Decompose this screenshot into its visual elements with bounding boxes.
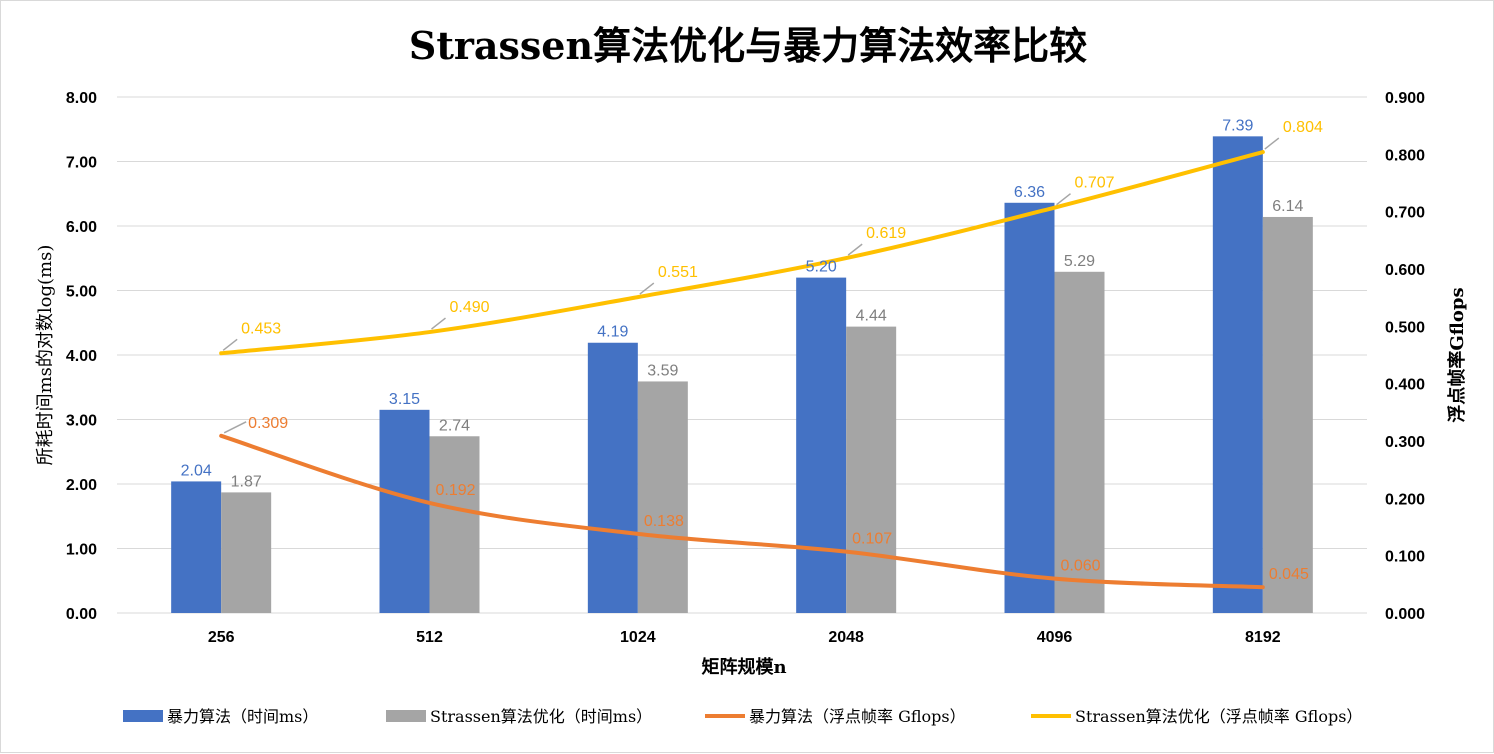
y2-tick-label: 0.500 [1385,319,1425,336]
y2-tick-label: 0.900 [1385,90,1425,107]
bar-data-label: 5.29 [1064,253,1095,270]
bar-data-label: 6.14 [1272,198,1303,215]
legend-entry: Strassen算法优化（时间ms） [430,707,652,726]
lines [219,150,1265,590]
x-tick-label: 8192 [1245,629,1281,646]
y2-tick-label: 0.700 [1385,205,1425,222]
bar-data-label: 2.04 [181,462,212,479]
y2-tick-label: 0.600 [1385,262,1425,279]
label-leader-line [639,282,655,295]
legend-entry: Strassen算法优化（浮点帧率 Gflops） [1075,707,1362,726]
bar [1054,271,1105,613]
bar-data-label: 6.36 [1014,184,1045,201]
line-data-label: 0.060 [1061,558,1101,575]
bar-data-label: 1.87 [231,473,262,490]
gridlines [117,96,1367,614]
x-tick-label: 256 [208,629,235,646]
bar [846,326,897,613]
bar [379,409,430,613]
y-tick-label: 1.00 [66,542,97,559]
label-leader-line [431,317,446,330]
label-leader-line [223,421,247,434]
label-leader-line [1264,137,1280,150]
line-data-label: 0.192 [436,482,476,499]
bar-data-label: 4.44 [856,308,887,325]
data-labels: 2.04 3.15 4.19 5.20 6.36 7.39 1.87 2.74 3.59 4.44… [181,117,1323,583]
line-data-label: 0.551 [658,264,698,281]
x-axis-label: 矩阵规模n [701,656,786,678]
y-tick-label: 7.00 [66,155,97,172]
line-data-label: 0.107 [852,531,892,548]
bar-data-label: 2.74 [439,417,470,434]
line-data-label: 0.453 [241,320,281,337]
y2-tick-label: 0.400 [1385,377,1425,394]
y-tick-label: 3.00 [66,413,97,430]
y-tick-label: 4.00 [66,348,97,365]
line-data-label: 0.490 [450,299,490,316]
legend-swatch [123,710,163,722]
y-axis-ticks: 0.00 1.00 2.00 3.00 4.00 5.00 6.00 7.00 8.00 [66,90,97,623]
bar-data-label: 3.15 [389,391,420,408]
bar [1262,216,1313,613]
x-tick-label: 1024 [620,629,656,646]
y2-axis-ticks: 0.000 0.100 0.200 0.300 0.400 0.500 0.600 0.700… [1385,90,1425,623]
bar-data-label: 5.20 [806,259,837,276]
line-data-label: 0.619 [866,225,906,242]
line-data-label: 0.804 [1283,119,1323,136]
legend-entry: 暴力算法（浮点帧率 Gflops） [749,707,966,726]
y2-tick-label: 0.000 [1385,606,1425,623]
y2-tick-label: 0.100 [1385,549,1425,566]
legend: 暴力算法（时间ms） Strassen算法优化（时间ms） 暴力算法（浮点帧率 Gf… [123,707,1362,726]
series-line [219,433,1265,590]
y2-axis-label: 浮点帧率Gflops [1446,287,1468,422]
bars [171,136,1313,613]
x-tick-label: 2048 [828,629,864,646]
bar-data-label: 7.39 [1222,117,1253,134]
bar [796,277,847,613]
bar [637,381,688,613]
label-leader-line [222,338,238,351]
y2-tick-label: 0.200 [1385,491,1425,508]
x-axis-ticks: 256 512 1024 2048 4096 8192 [208,629,1281,646]
y2-tick-label: 0.300 [1385,434,1425,451]
line-data-label: 0.138 [644,513,684,530]
chart-title: Strassen算法优化与暴力算法效率比较 [409,23,1087,68]
bar [1212,136,1263,613]
y2-tick-label: 0.800 [1385,147,1425,164]
x-tick-label: 4096 [1037,629,1073,646]
label-leaders [222,137,1280,434]
y-tick-label: 8.00 [66,90,97,107]
bar [221,492,272,613]
y-axis-label: 所耗时间ms的对数log(ms) [35,245,56,466]
y-tick-label: 2.00 [66,477,97,494]
bar [587,342,638,613]
x-tick-label: 512 [416,629,443,646]
y-tick-label: 6.00 [66,219,97,236]
bar [1004,202,1055,613]
label-leader-line [847,243,863,256]
y-tick-label: 5.00 [66,284,97,301]
series-line [219,150,1265,356]
legend-swatch [386,710,426,722]
bar [171,481,222,613]
y-tick-label: 0.00 [66,606,97,623]
label-leader-line [1056,193,1071,206]
line-data-label: 0.309 [248,415,288,432]
bar [429,436,480,613]
line-data-label: 0.045 [1269,566,1309,583]
line-data-label: 0.707 [1075,175,1115,192]
legend-entry: 暴力算法（时间ms） [167,707,318,726]
bar-data-label: 4.19 [597,324,628,341]
bar-data-label: 3.59 [647,362,678,379]
